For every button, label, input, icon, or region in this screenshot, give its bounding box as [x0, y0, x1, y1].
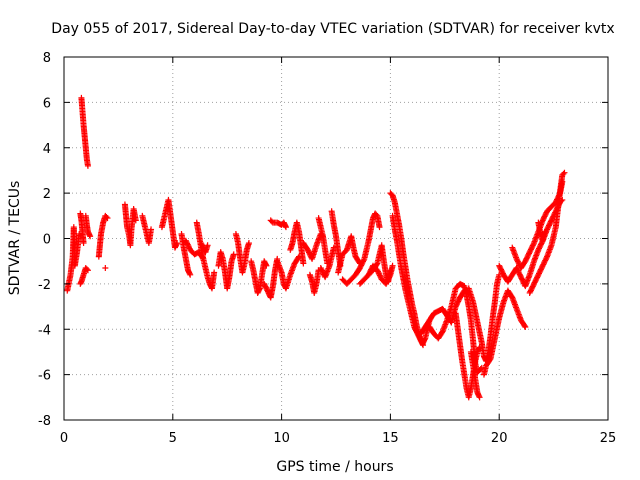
data-point	[389, 262, 396, 269]
data-point	[148, 226, 155, 233]
x-tick-label: 15	[382, 431, 399, 446]
data-point	[521, 322, 528, 329]
y-tick-label: 6	[43, 96, 51, 111]
x-tick-label: 25	[600, 431, 617, 446]
axis-ticks: 0 5 10 15 20 25 -8 -6 -4 -2 0 2 4 6 8	[38, 51, 616, 446]
data-point	[376, 224, 383, 231]
chart-title: Day 055 of 2017, Sidereal Day-to-day VTE…	[51, 21, 614, 37]
data-point	[522, 323, 529, 330]
data-point	[300, 260, 307, 267]
data-point	[263, 262, 270, 269]
x-tick-label: 10	[273, 431, 290, 446]
x-tick-label: 5	[169, 431, 177, 446]
data-point	[104, 215, 111, 222]
data-point	[360, 257, 367, 264]
data-point	[187, 271, 194, 278]
y-axis-label: SDTVAR / TECUs	[7, 181, 23, 296]
x-tick-label: 20	[491, 431, 508, 446]
data-point	[80, 240, 87, 247]
data-point	[282, 224, 289, 231]
data-point	[530, 241, 537, 248]
data-point	[87, 233, 94, 240]
data-point	[103, 213, 110, 220]
data-point	[102, 264, 109, 271]
y-tick-label: 0	[43, 233, 51, 248]
data-point	[541, 228, 548, 235]
data-point	[84, 267, 91, 274]
y-tick-label: 8	[43, 51, 51, 66]
data-point	[386, 273, 393, 280]
y-tick-label: 2	[43, 187, 51, 202]
x-tick-label: 0	[60, 431, 68, 446]
data-point	[560, 170, 567, 177]
data-point	[245, 240, 252, 247]
y-tick-label: -4	[38, 323, 51, 338]
data-point	[543, 254, 550, 261]
data-point	[476, 394, 483, 401]
data-points	[64, 94, 568, 401]
data-point	[174, 240, 181, 247]
data-point	[478, 364, 485, 371]
data-point	[84, 162, 91, 169]
y-tick-label: -8	[38, 414, 51, 429]
data-point	[204, 242, 211, 249]
data-point	[420, 342, 427, 349]
data-point	[230, 251, 237, 258]
y-tick-label: -6	[38, 369, 51, 384]
data-point	[132, 217, 139, 224]
data-point	[561, 169, 568, 176]
y-tick-label: 4	[43, 142, 51, 157]
x-axis-label: GPS time / hours	[276, 459, 393, 475]
y-tick-label: -2	[38, 278, 51, 293]
data-point	[83, 266, 90, 273]
data-point	[211, 269, 218, 276]
